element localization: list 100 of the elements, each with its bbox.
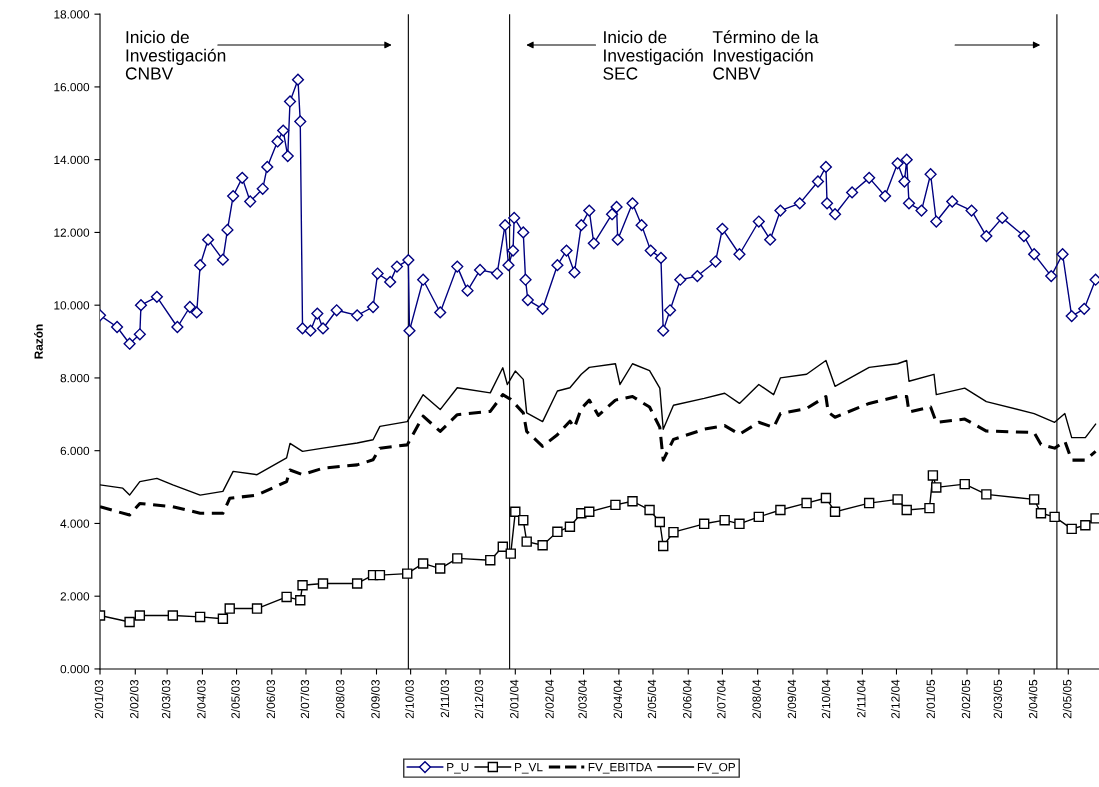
y-axis-title: Razón <box>34 324 43 359</box>
legend-label: FV_EBITDA <box>588 763 653 774</box>
point <box>167 610 179 621</box>
point <box>775 504 786 516</box>
point <box>417 558 429 569</box>
point <box>901 504 912 516</box>
x-tick-label: 2/05/04 <box>647 679 657 719</box>
y-tick-label: 10.000 <box>54 301 90 310</box>
point <box>521 536 532 547</box>
point <box>829 506 841 518</box>
point <box>1066 523 1077 535</box>
point <box>351 578 363 589</box>
point <box>981 489 992 500</box>
x-tick-label: 2/03/04 <box>578 679 587 719</box>
point <box>435 563 446 574</box>
x-tick-label: 2/03/03 <box>161 679 171 719</box>
point <box>281 591 292 603</box>
point <box>194 611 206 623</box>
x-tick-label: 2/06/03 <box>266 679 275 719</box>
x-tick-label: 2/09/04 <box>787 679 797 719</box>
point <box>251 603 263 614</box>
y-tick-label: 8.000 <box>60 373 90 383</box>
x-tick-label: 2/07/04 <box>716 679 726 719</box>
point <box>654 516 666 528</box>
point <box>317 578 329 589</box>
point <box>124 616 135 628</box>
point <box>510 506 521 518</box>
point <box>518 514 529 526</box>
point <box>644 504 655 516</box>
x-tick-label: 2/03/05 <box>993 679 1003 719</box>
y-tick-label: 2.000 <box>60 592 90 601</box>
y-tick-label: 6.000 <box>60 446 90 456</box>
legend-label: FV_OP <box>697 762 736 774</box>
legend-label: P_U <box>447 763 469 774</box>
point <box>584 506 595 518</box>
point <box>402 568 413 579</box>
point <box>537 540 548 551</box>
x-tick-label: 2/10/03 <box>405 679 414 719</box>
point <box>931 482 942 493</box>
y-tick-label: 12.000 <box>54 228 90 237</box>
y-tick-label: 16.000 <box>54 82 90 92</box>
point <box>1090 513 1099 524</box>
point <box>297 580 308 591</box>
point <box>627 496 638 507</box>
point <box>753 511 765 523</box>
x-tick-label: 2/02/04 <box>545 679 554 719</box>
x-tick-label: 2/06/04 <box>682 679 692 719</box>
x-tick-label: 2/01/03 <box>94 679 104 719</box>
y-tick-label: 18.000 <box>54 10 90 19</box>
x-tick-label: 2/04/03 <box>196 679 206 719</box>
x-tick-label: 2/08/04 <box>752 679 761 719</box>
point <box>924 502 935 514</box>
x-tick-label: 2/01/04 <box>509 679 519 719</box>
x-tick-label: 2/02/03 <box>129 679 139 719</box>
annotation: Inicio de Investigación CNBV <box>125 30 226 80</box>
point <box>374 569 386 581</box>
point <box>658 540 669 552</box>
x-tick-label: 2/12/03 <box>474 679 484 719</box>
x-tick-label: 2/05/05 <box>1062 679 1072 719</box>
x-tick-label: 2/12/04 <box>890 679 900 719</box>
x-tick-label: 2/04/04 <box>613 679 623 719</box>
point <box>1035 508 1047 519</box>
point <box>224 603 235 614</box>
point <box>505 548 516 559</box>
point <box>1028 494 1040 505</box>
point <box>564 521 576 532</box>
x-tick-label: 2/11/03 <box>440 679 450 718</box>
point <box>892 494 903 505</box>
x-tick-label: 2/04/05 <box>1028 679 1038 719</box>
point <box>927 470 939 481</box>
point <box>134 610 146 621</box>
point <box>734 518 745 530</box>
point <box>1049 511 1060 523</box>
point <box>719 514 730 526</box>
point <box>801 497 812 509</box>
y-tick-label: 0.000 <box>60 664 90 674</box>
x-tick-label: 2/01/05 <box>926 679 935 719</box>
x-tick-label: 2/07/03 <box>300 679 310 719</box>
x-tick-label: 2/02/05 <box>961 679 971 719</box>
x-tick-label: 2/05/03 <box>231 679 240 719</box>
point <box>295 594 306 606</box>
point <box>959 478 970 490</box>
x-tick-label: 2/10/04 <box>821 679 831 719</box>
point <box>1080 520 1091 531</box>
annotation: Término de la Investigación CNBV <box>712 30 819 80</box>
point <box>452 553 463 564</box>
y-tick-label: 14.000 <box>54 155 90 165</box>
point <box>217 613 229 624</box>
point <box>698 518 710 530</box>
y-tick-label: 4.000 <box>60 519 90 528</box>
point <box>552 526 563 538</box>
point <box>668 526 679 538</box>
point <box>820 492 832 504</box>
x-tick-label: 2/11/04 <box>856 679 866 718</box>
x-tick-label: 2/09/03 <box>370 679 380 719</box>
annotation: Inicio de Investigación SEC <box>603 30 703 80</box>
point <box>610 499 621 511</box>
x-tick-label: 2/08/03 <box>335 679 345 719</box>
point <box>863 497 875 509</box>
legend-label: P_VL <box>515 763 543 774</box>
